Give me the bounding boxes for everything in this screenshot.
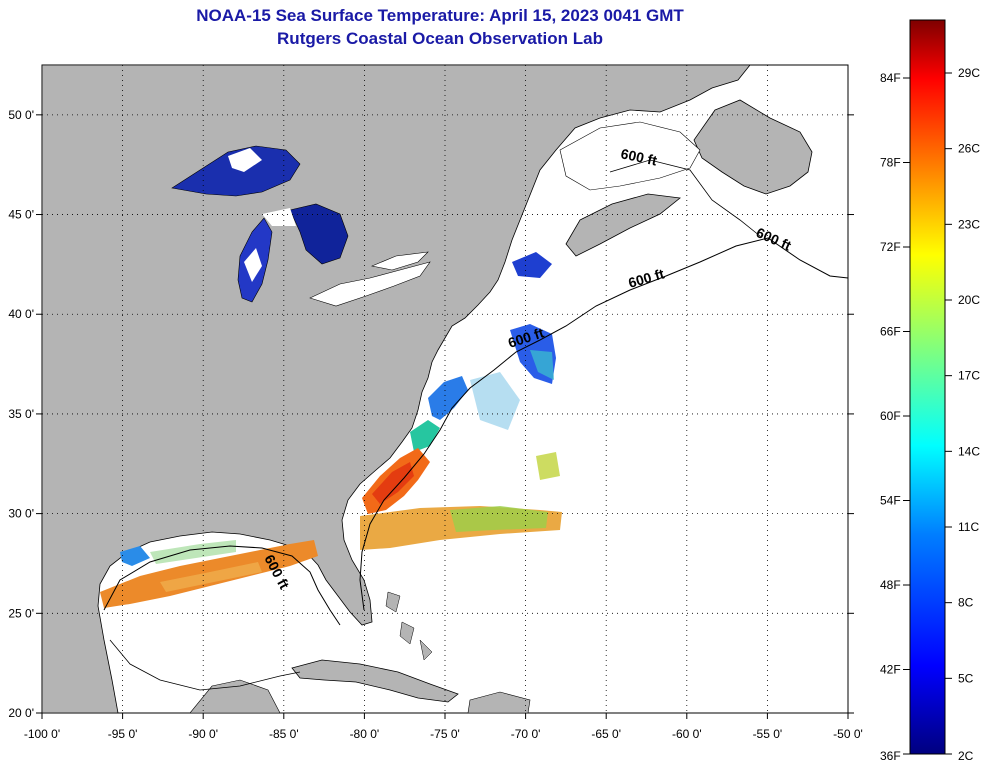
lon-tick-label: -85 0' (269, 727, 299, 741)
isobath-600ft-atlantic (359, 237, 848, 611)
sst-mid-atlantic (428, 376, 468, 420)
lake-huron-ice (262, 208, 296, 226)
colorbar-f-label: 84F (880, 71, 901, 85)
colorbar-c-label: 5C (958, 671, 974, 685)
lon-tick-label: -50 0' (833, 727, 863, 741)
chart-subtitle: Rutgers Coastal Ocean Observation Lab (277, 29, 603, 48)
sst-cape-hatteras (410, 420, 440, 452)
lake-superior-ice (228, 148, 262, 172)
lon-tick-label: -65 0' (591, 727, 621, 741)
sst-offshore-flecks (470, 372, 520, 430)
colorbar-ticks: 84F 78F 72F 66F 60F 54F 48F 42F 36F 29C 26C 23C 20C 1… (880, 66, 980, 763)
isobath-600ft-laurentian (609, 159, 761, 237)
colorbar-c-label: 11C (958, 520, 979, 534)
sst-gulf-of-maine (512, 252, 552, 278)
colorbar (909, 19, 946, 755)
isobath-600ft-gulf (103, 545, 341, 626)
colorbar-c-label: 29C (958, 66, 980, 80)
land-bahamas (385, 591, 433, 661)
land-north-america (42, 65, 751, 713)
map-grid (42, 65, 848, 713)
lat-tick-label: 40 0' (8, 307, 34, 321)
lon-tick-label: -60 0' (672, 727, 702, 741)
lat-tick-label: 25 0' (8, 606, 34, 620)
map-axes: -100 0' -95 0' -90 0' -85 0' -80 0' -75 0' -70… (8, 108, 862, 741)
colorbar-f-label: 42F (880, 663, 901, 677)
sst-gulf-coastal (120, 546, 150, 566)
sst-northeast-shelf-warm (530, 350, 554, 380)
lon-tick-label: -90 0' (188, 727, 218, 741)
sst-gulf-coastal-green (150, 540, 236, 564)
lon-tick-label: -100 0' (24, 727, 60, 741)
colorbar-c-label: 8C (958, 596, 974, 610)
land-nova-scotia (565, 193, 681, 257)
colorbar-f-label: 72F (880, 240, 901, 254)
colorbar-f-label: 66F (880, 325, 901, 339)
sst-gulf-stream-core (372, 462, 414, 504)
land-yucatan (189, 679, 281, 713)
colorbar-c-label: 2C (958, 749, 974, 763)
lon-tick-label: -70 0' (511, 727, 541, 741)
colorbar-c-label: 17C (958, 369, 980, 383)
colorbar-c-label: 14C (958, 444, 980, 458)
gulf-st-lawrence (559, 121, 701, 191)
lake-michigan-ice (244, 248, 262, 282)
land-cuba (291, 659, 459, 703)
lake-erie-ontario (309, 261, 431, 307)
lon-tick-label: -55 0' (753, 727, 783, 741)
lat-tick-label: 35 0' (8, 407, 34, 421)
colorbar-f-label: 48F (880, 578, 901, 592)
colorbar-f-label: 54F (880, 494, 901, 508)
lat-tick-label: 30 0' (8, 507, 34, 521)
land-hispaniola (467, 691, 531, 713)
colorbar-f-label: 36F (880, 749, 901, 763)
sst-offshore-patch (536, 452, 560, 480)
lake-superior (171, 145, 301, 197)
lat-tick-label: 20 0' (8, 706, 34, 720)
lon-tick-label: -80 0' (350, 727, 380, 741)
lon-tick-label: -75 0' (430, 727, 460, 741)
colorbar-c-label: 26C (958, 142, 980, 156)
colorbar-c-label: 23C (958, 217, 980, 231)
isobath-label: 600 ft (619, 145, 658, 168)
lat-tick-label: 45 0' (8, 208, 34, 222)
lon-tick-label: -95 0' (108, 727, 138, 741)
colorbar-f-label: 78F (880, 156, 901, 170)
land-newfoundland (693, 99, 813, 195)
lake-huron (289, 203, 349, 265)
sst-offshore-green (450, 506, 548, 532)
isobath-600ft-gulf-loop (109, 639, 301, 691)
colorbar-c-label: 20C (958, 293, 980, 307)
colorbar-f-label: 60F (880, 409, 901, 423)
lake-ontario (370, 251, 429, 271)
lat-tick-label: 50 0' (8, 108, 34, 122)
chart-title: NOAA-15 Sea Surface Temperature: April 1… (196, 6, 684, 25)
sst-gulf-of-mexico-light (160, 562, 262, 592)
